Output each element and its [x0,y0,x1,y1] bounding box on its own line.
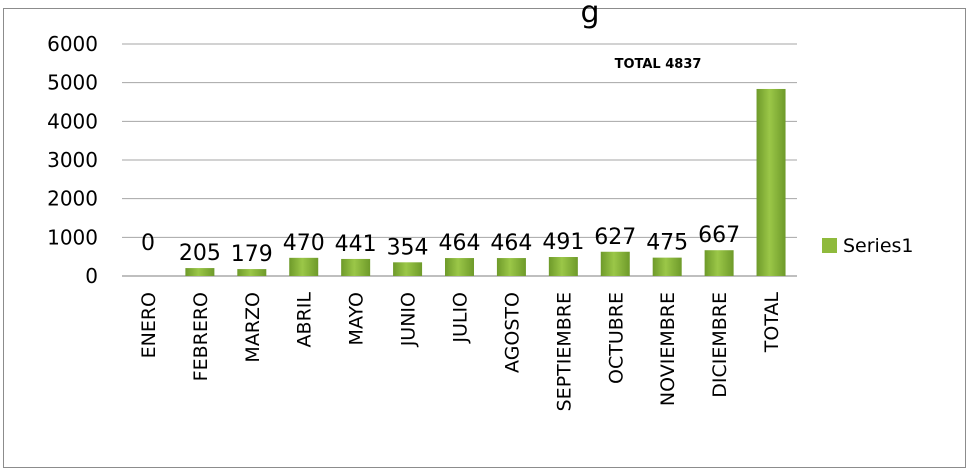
chart-title: g [580,0,599,30]
total-annotation: TOTAL 4837 [615,57,702,72]
category-label-noviembre: NOVIEMBRE [657,292,679,406]
y-tick-label: 2000 [47,187,98,211]
category-label-febrero: FEBRERO [190,292,212,381]
bar-noviembre [652,257,682,276]
data-label-junio: 354 [387,235,429,260]
bar-diciembre [704,250,734,276]
data-labels: 0 205 179 470 441 354 464 464 491 627 475 667 [141,223,740,267]
category-label-junio: JUNIO [398,292,420,347]
legend-swatch-series1 [822,238,837,253]
data-label-marzo: 179 [231,242,273,267]
category-label-octubre: OCTUBRE [605,292,627,384]
chart-frame [3,8,966,468]
data-label-enero: 0 [141,231,155,256]
data-label-julio: 464 [439,231,481,256]
bar-junio [393,262,423,276]
data-label-octubre: 627 [594,225,636,250]
y-axis-ticks: 0 1000 2000 3000 4000 5000 6000 [47,32,98,288]
data-label-abril: 470 [283,231,325,256]
category-label-marzo: MARZO [242,292,264,363]
bar-abril [289,257,319,276]
bar-agosto [496,258,526,276]
bar-total [756,88,786,276]
y-tick-label: 1000 [47,225,98,249]
bar-marzo [237,269,267,276]
legend: Series1 [822,235,914,257]
data-label-diciembre: 667 [698,223,740,248]
y-tick-label: 6000 [47,32,98,56]
category-label-abril: ABRIL [294,292,316,348]
y-tick-label: 5000 [47,71,98,95]
bar-septiembre [548,257,578,276]
y-tick-label: 0 [85,264,98,288]
y-tick-label: 3000 [47,148,98,172]
category-label-septiembre: SEPTIEMBRE [553,292,575,411]
category-label-mayo: MAYO [346,292,368,345]
category-label-enero: ENERO [138,292,160,358]
bar-mayo [341,258,371,276]
data-label-septiembre: 491 [542,230,584,255]
category-labels: ENERO FEBRERO MARZO ABRIL MAYO JUNIO JULIO AGOS… [138,292,783,412]
category-label-julio: JULIO [450,292,472,344]
data-label-febrero: 205 [179,241,221,266]
bar-febrero [185,268,215,276]
bar-octubre [600,251,630,276]
gridlines [122,43,797,277]
category-label-total: TOTAL [761,292,783,354]
bar-julio [445,258,474,276]
data-label-noviembre: 475 [646,231,688,256]
data-label-mayo: 441 [335,232,377,257]
bars [185,88,786,276]
legend-label-series1: Series1 [843,235,914,257]
data-label-agosto: 464 [490,231,532,256]
y-tick-label: 4000 [47,109,98,133]
category-label-agosto: AGOSTO [501,292,523,373]
category-label-diciembre: DICIEMBRE [709,292,731,398]
